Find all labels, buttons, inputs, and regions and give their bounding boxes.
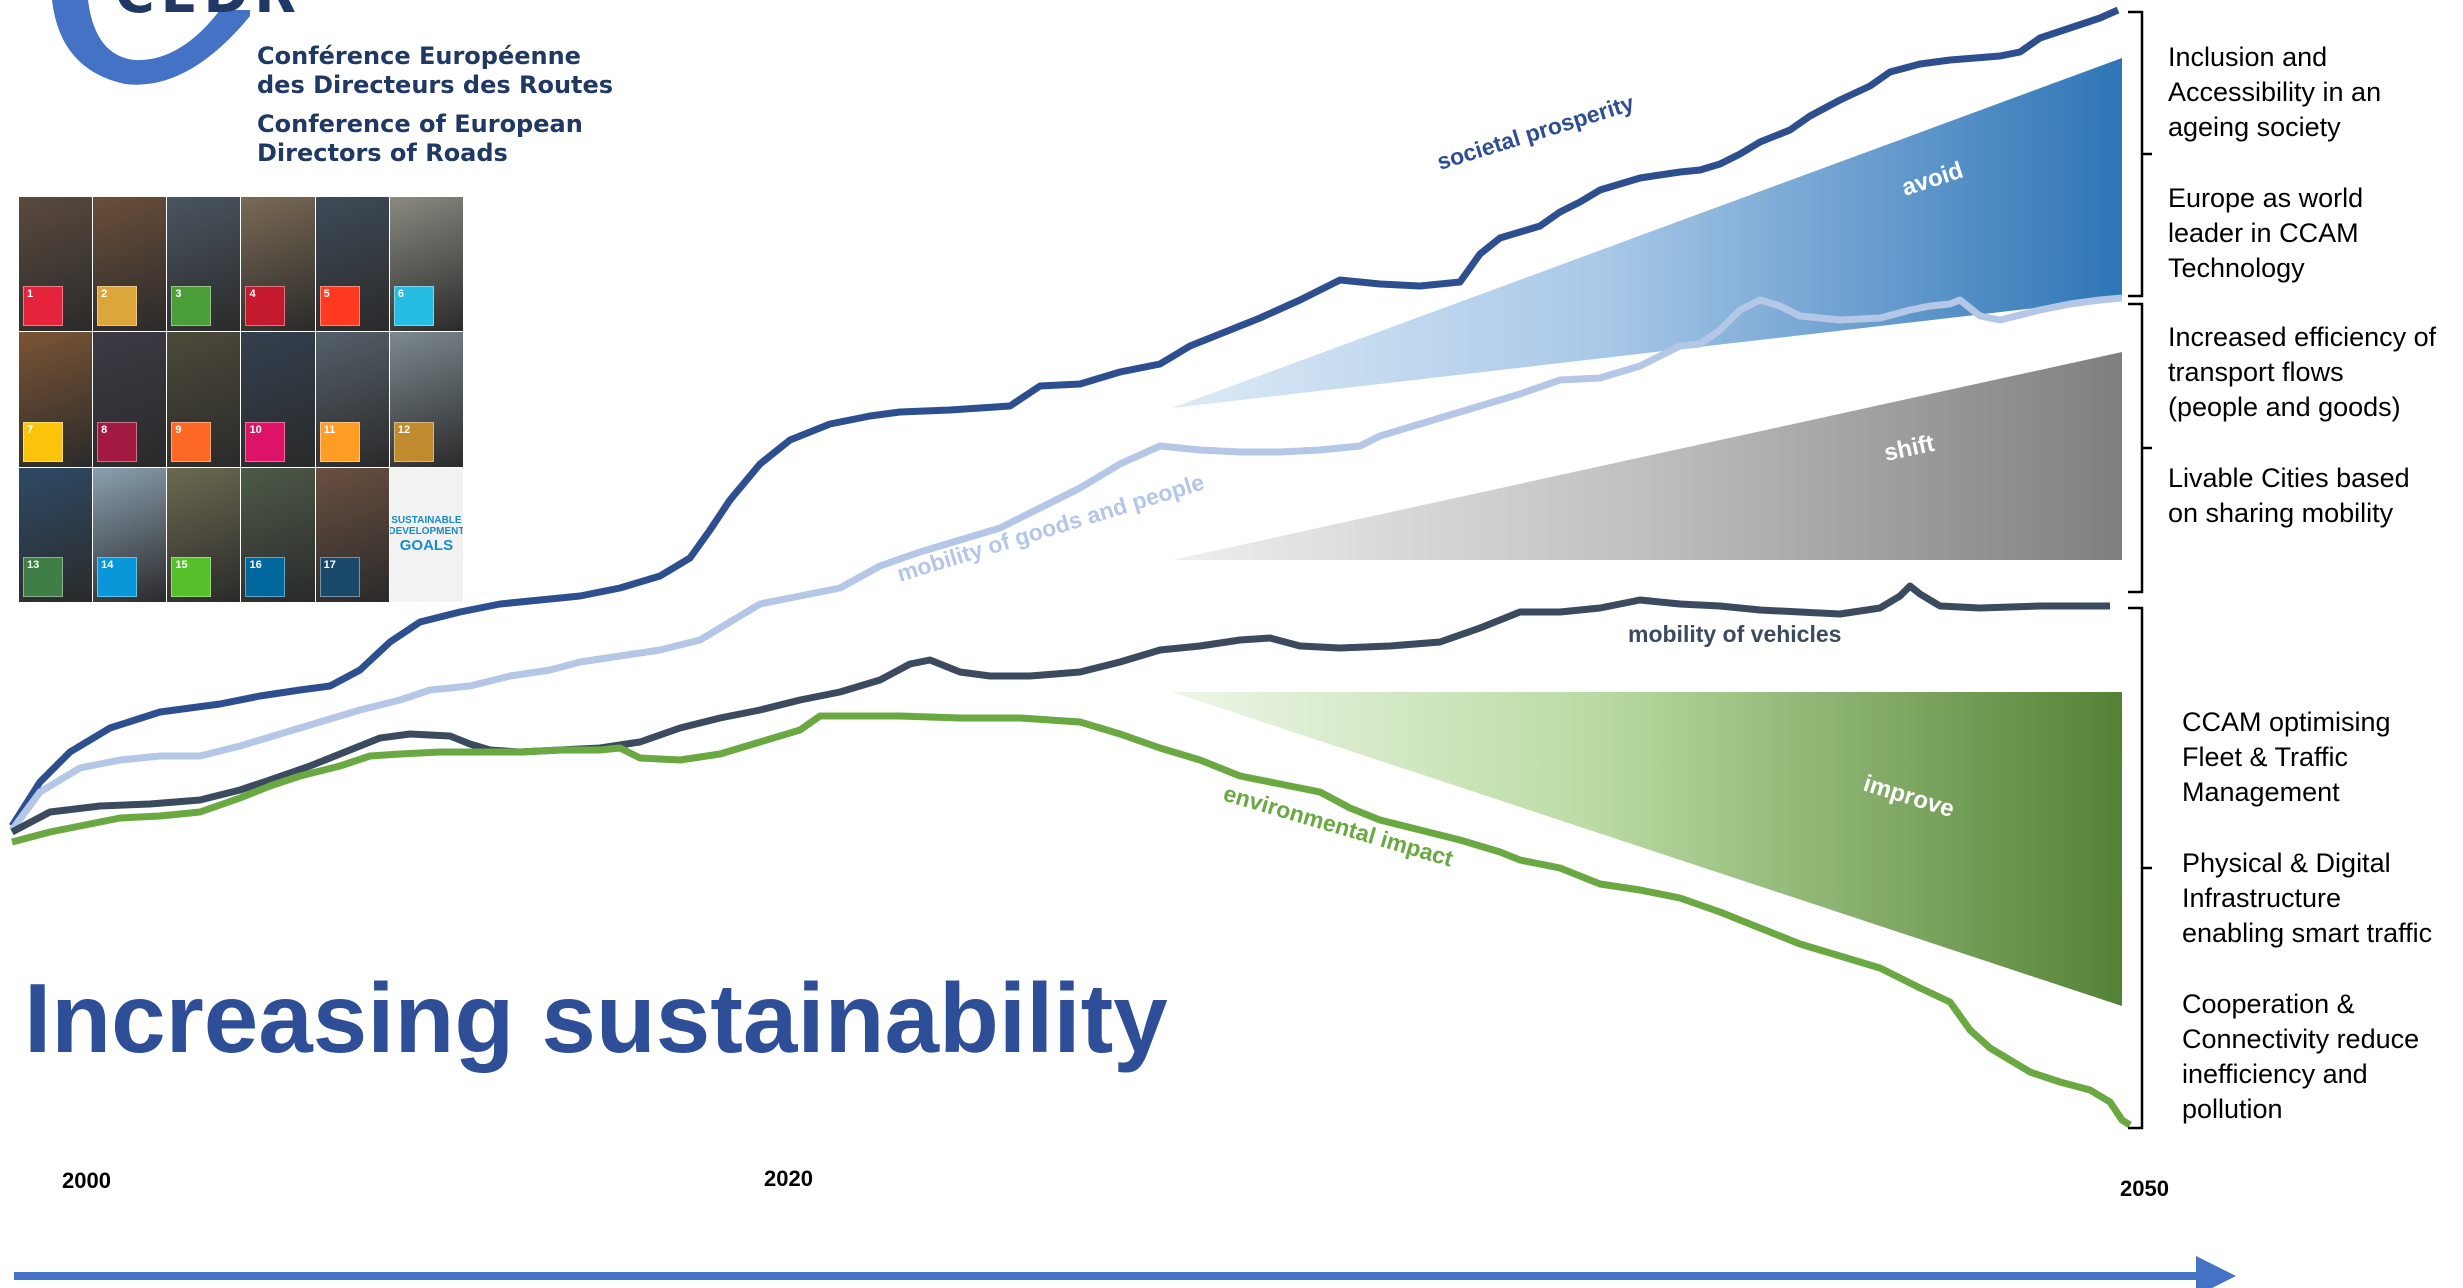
sdg-number: 10 — [249, 423, 262, 436]
sdg-number: 8 — [101, 423, 108, 436]
mobility-goods-people-curve — [9, 294, 2123, 833]
sdg-tile-6: 6 — [389, 197, 463, 332]
sdg-badge-6: 6 — [393, 286, 434, 327]
sdg-number: 3 — [175, 288, 182, 301]
sdg-goals-tile: SUSTAINABLE DEVELOPMENT GOALS — [389, 467, 463, 602]
sdg-number: 11 — [323, 423, 336, 436]
sdg-tile-11: 11 — [315, 332, 389, 467]
sdg-number: 16 — [249, 558, 262, 571]
sdg-tile-15: 15 — [167, 467, 241, 602]
cooperation-text: Cooperation & Connectivity reduce ineffi… — [2182, 989, 2420, 1124]
sdg-badge-14: 14 — [97, 556, 138, 597]
sdg-badge-9: 9 — [171, 421, 212, 462]
sdg-badge-11: 11 — [319, 421, 360, 462]
sdg-number: 9 — [175, 423, 182, 436]
sdg-tile-2: 2 — [93, 197, 167, 332]
logo-fr-line1: Conférence Européenne — [257, 42, 581, 70]
sdg-number: 1 — [27, 288, 34, 301]
sdg-tile-14: 14 — [93, 467, 167, 602]
sdg-goals-grid: 1 2 3 4 5 6 7 8 9 10 11 12 13 14 15 16 17 SUSTAINABLE DEV… — [19, 197, 463, 602]
sdg-tile-9: 9 — [167, 332, 241, 467]
sdg-badge-4: 4 — [245, 286, 286, 327]
sdg-number: 12 — [397, 423, 411, 436]
environmental-impact-curve — [11, 712, 2132, 1128]
mobility-vehicles-label: mobility of vehicles — [1628, 621, 1841, 647]
sdg-number: 17 — [323, 558, 336, 571]
sdg-tile-3: 3 — [167, 197, 241, 332]
mobility-goods-people-label: mobility of goods and people — [894, 469, 1207, 587]
cedr-wordmark: CEDR — [115, 0, 302, 25]
upper-bracket — [2128, 10, 2152, 298]
infrastructure-text: Physical & Digital Infrastructure enabli… — [2182, 848, 2433, 948]
sdg-tile-17: 17 — [315, 467, 389, 602]
year-end-label: 2050 — [2120, 1176, 2169, 1201]
sdg-tile-7: 7 — [19, 332, 93, 467]
sdg-goals-word: GOALS — [399, 537, 454, 555]
mobility-vehicles-curve — [10, 582, 2110, 836]
sdg-number: 13 — [27, 558, 40, 571]
year-start-label: 2000 — [62, 1168, 111, 1193]
sdg-tile-13: 13 — [19, 467, 93, 602]
sdg-tile-4: 4 — [241, 197, 315, 332]
sdg-number: 14 — [101, 558, 114, 571]
cedr-logo-mark — [52, 0, 250, 85]
sdg-badge-1: 1 — [23, 286, 63, 327]
lower-bracket — [2128, 606, 2152, 1130]
sdg-badge-12: 12 — [393, 421, 434, 462]
sdg-tile-10: 10 — [241, 332, 315, 467]
sdg-tile-16: 16 — [241, 467, 315, 602]
sdg-badge-15: 15 — [171, 556, 212, 597]
sdg-badge-3: 3 — [171, 286, 212, 327]
ccam-leader-text: Europe as world leader in CCAM Technolog… — [2168, 183, 2364, 283]
sdg-number: 5 — [323, 288, 330, 301]
sdg-number: 15 — [175, 558, 188, 571]
sdg-tile-8: 8 — [93, 332, 167, 467]
sdg-tile-12: 12 — [389, 332, 463, 467]
main-title: Increasing sustainability — [24, 963, 1168, 1073]
sdg-number: 4 — [249, 288, 256, 301]
societal-prosperity-label: societal prosperity — [1434, 89, 1637, 174]
sdg-badge-17: 17 — [319, 556, 360, 597]
logo-en-line2: Directors of Roads — [257, 139, 508, 167]
sdg-badge-16: 16 — [245, 556, 286, 597]
sdg-badge-5: 5 — [319, 286, 360, 327]
efficiency-text: Increased efficiency of transport flows … — [2168, 322, 2437, 422]
shift-wedge — [1172, 352, 2122, 560]
sdg-number: 2 — [101, 288, 108, 301]
livable-cities-text: Livable Cities based on sharing mobility — [2168, 463, 2410, 528]
sdg-tile-5: 5 — [315, 197, 389, 332]
middle-bracket — [2128, 302, 2152, 594]
societal-prosperity-curve — [9, 6, 2120, 828]
ccam-fleet-text: CCAM optimising Fleet & Traffic Manageme… — [2182, 707, 2391, 807]
sdg-badge-7: 7 — [23, 421, 63, 462]
inclusion-text: Inclusion and Accessibility in an ageing… — [2168, 42, 2382, 142]
sdg-badge-8: 8 — [97, 421, 138, 462]
sdg-badge-10: 10 — [245, 421, 286, 462]
sdg-badge-2: 2 — [97, 286, 138, 327]
environmental-impact-label: environmental impact — [1221, 780, 1457, 872]
sdg-goals-label: SUSTAINABLE DEVELOPMENT — [389, 515, 463, 538]
improve-wedge — [1172, 692, 2122, 1006]
sdg-number: 7 — [27, 423, 34, 436]
year-mid-label: 2020 — [764, 1166, 813, 1191]
avoid-wedge — [1172, 58, 2122, 408]
sdg-number: 6 — [397, 288, 404, 301]
sdg-tile-1: 1 — [19, 197, 93, 332]
sdg-badge-13: 13 — [23, 556, 63, 597]
logo-fr-line2: des Directeurs des Routes — [257, 71, 614, 99]
logo-en-line1: Conference of European — [257, 110, 583, 138]
